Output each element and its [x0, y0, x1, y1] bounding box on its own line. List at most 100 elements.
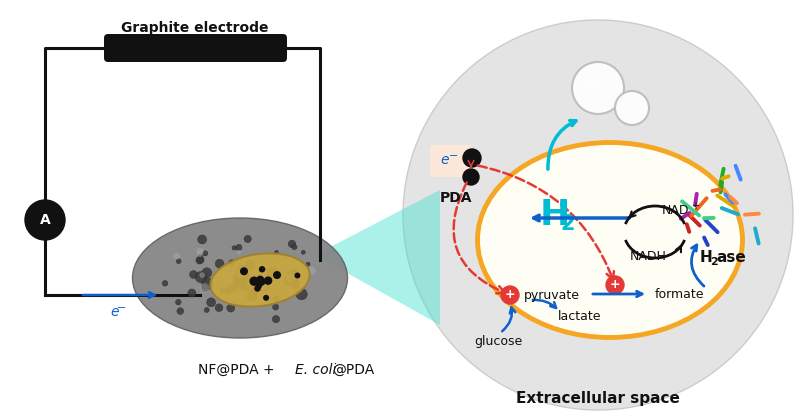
Circle shape	[237, 292, 245, 299]
Circle shape	[220, 288, 226, 293]
Circle shape	[225, 288, 231, 295]
Text: 2: 2	[710, 257, 718, 267]
Circle shape	[199, 272, 205, 278]
Circle shape	[237, 271, 248, 283]
Circle shape	[256, 283, 262, 289]
Circle shape	[463, 169, 479, 185]
Circle shape	[288, 240, 296, 248]
Circle shape	[261, 284, 267, 290]
Text: lactate: lactate	[558, 309, 602, 323]
Text: Graphite electrode: Graphite electrode	[122, 21, 269, 35]
Circle shape	[292, 245, 297, 250]
Circle shape	[306, 262, 310, 266]
Circle shape	[236, 244, 242, 251]
Circle shape	[237, 265, 246, 275]
Circle shape	[264, 276, 272, 285]
Circle shape	[196, 257, 203, 264]
Circle shape	[202, 273, 207, 277]
Text: glucose: glucose	[474, 336, 522, 349]
Circle shape	[202, 251, 208, 256]
Ellipse shape	[133, 218, 347, 338]
Text: −: −	[449, 151, 458, 161]
Circle shape	[206, 298, 215, 307]
Text: formate: formate	[655, 288, 705, 301]
Circle shape	[584, 75, 600, 91]
Circle shape	[195, 272, 206, 283]
Text: −: −	[118, 303, 126, 313]
Circle shape	[463, 149, 481, 167]
Text: e: e	[110, 305, 119, 319]
Circle shape	[273, 304, 278, 310]
Circle shape	[237, 269, 246, 278]
Circle shape	[190, 270, 198, 278]
Circle shape	[245, 260, 255, 270]
FancyArrowPatch shape	[478, 166, 614, 280]
Circle shape	[176, 259, 181, 264]
Circle shape	[606, 276, 624, 294]
Circle shape	[234, 278, 246, 289]
Text: ase: ase	[716, 250, 746, 265]
Text: pyruvate: pyruvate	[524, 290, 580, 303]
Circle shape	[232, 286, 236, 290]
FancyArrowPatch shape	[454, 183, 505, 293]
Circle shape	[174, 253, 180, 260]
Text: H: H	[540, 198, 570, 232]
Circle shape	[251, 284, 260, 293]
Circle shape	[242, 273, 250, 281]
Text: @PDA: @PDA	[332, 363, 374, 377]
Text: +: +	[610, 278, 620, 291]
Circle shape	[403, 20, 793, 410]
Circle shape	[273, 296, 279, 302]
Text: Extracellular space: Extracellular space	[516, 390, 680, 405]
Circle shape	[296, 288, 307, 300]
Circle shape	[286, 273, 294, 282]
Circle shape	[286, 268, 298, 280]
Circle shape	[198, 252, 203, 257]
Circle shape	[258, 280, 269, 291]
Text: e: e	[440, 153, 449, 167]
Circle shape	[274, 250, 278, 255]
Circle shape	[288, 267, 293, 271]
Circle shape	[242, 284, 250, 291]
Circle shape	[307, 267, 316, 275]
Circle shape	[198, 235, 206, 244]
Circle shape	[198, 253, 203, 258]
Circle shape	[228, 285, 235, 293]
Circle shape	[259, 266, 266, 273]
Circle shape	[237, 274, 246, 283]
Circle shape	[175, 299, 181, 305]
Circle shape	[615, 91, 649, 125]
Circle shape	[254, 280, 260, 285]
Text: 2: 2	[560, 214, 574, 234]
Text: +: +	[505, 288, 515, 301]
Circle shape	[25, 200, 65, 240]
Circle shape	[204, 308, 210, 313]
Circle shape	[202, 285, 209, 292]
Circle shape	[272, 316, 280, 323]
Circle shape	[267, 267, 279, 279]
Circle shape	[294, 273, 300, 278]
Circle shape	[200, 283, 210, 293]
Circle shape	[198, 257, 204, 263]
Circle shape	[254, 285, 261, 292]
Circle shape	[256, 275, 264, 283]
Ellipse shape	[210, 253, 310, 307]
Text: NAD: NAD	[662, 204, 690, 217]
Circle shape	[501, 286, 519, 304]
Circle shape	[250, 276, 258, 286]
Circle shape	[202, 278, 214, 290]
Circle shape	[302, 250, 306, 254]
Circle shape	[247, 291, 258, 301]
Text: H: H	[700, 250, 713, 265]
Circle shape	[215, 259, 224, 268]
Circle shape	[283, 275, 294, 285]
Circle shape	[177, 308, 184, 314]
Circle shape	[229, 260, 235, 266]
Text: NF@PDA +: NF@PDA +	[198, 363, 279, 377]
Circle shape	[249, 276, 254, 281]
Circle shape	[291, 280, 300, 289]
FancyBboxPatch shape	[430, 145, 472, 177]
Circle shape	[257, 277, 266, 286]
Ellipse shape	[478, 143, 742, 337]
Circle shape	[233, 272, 245, 283]
